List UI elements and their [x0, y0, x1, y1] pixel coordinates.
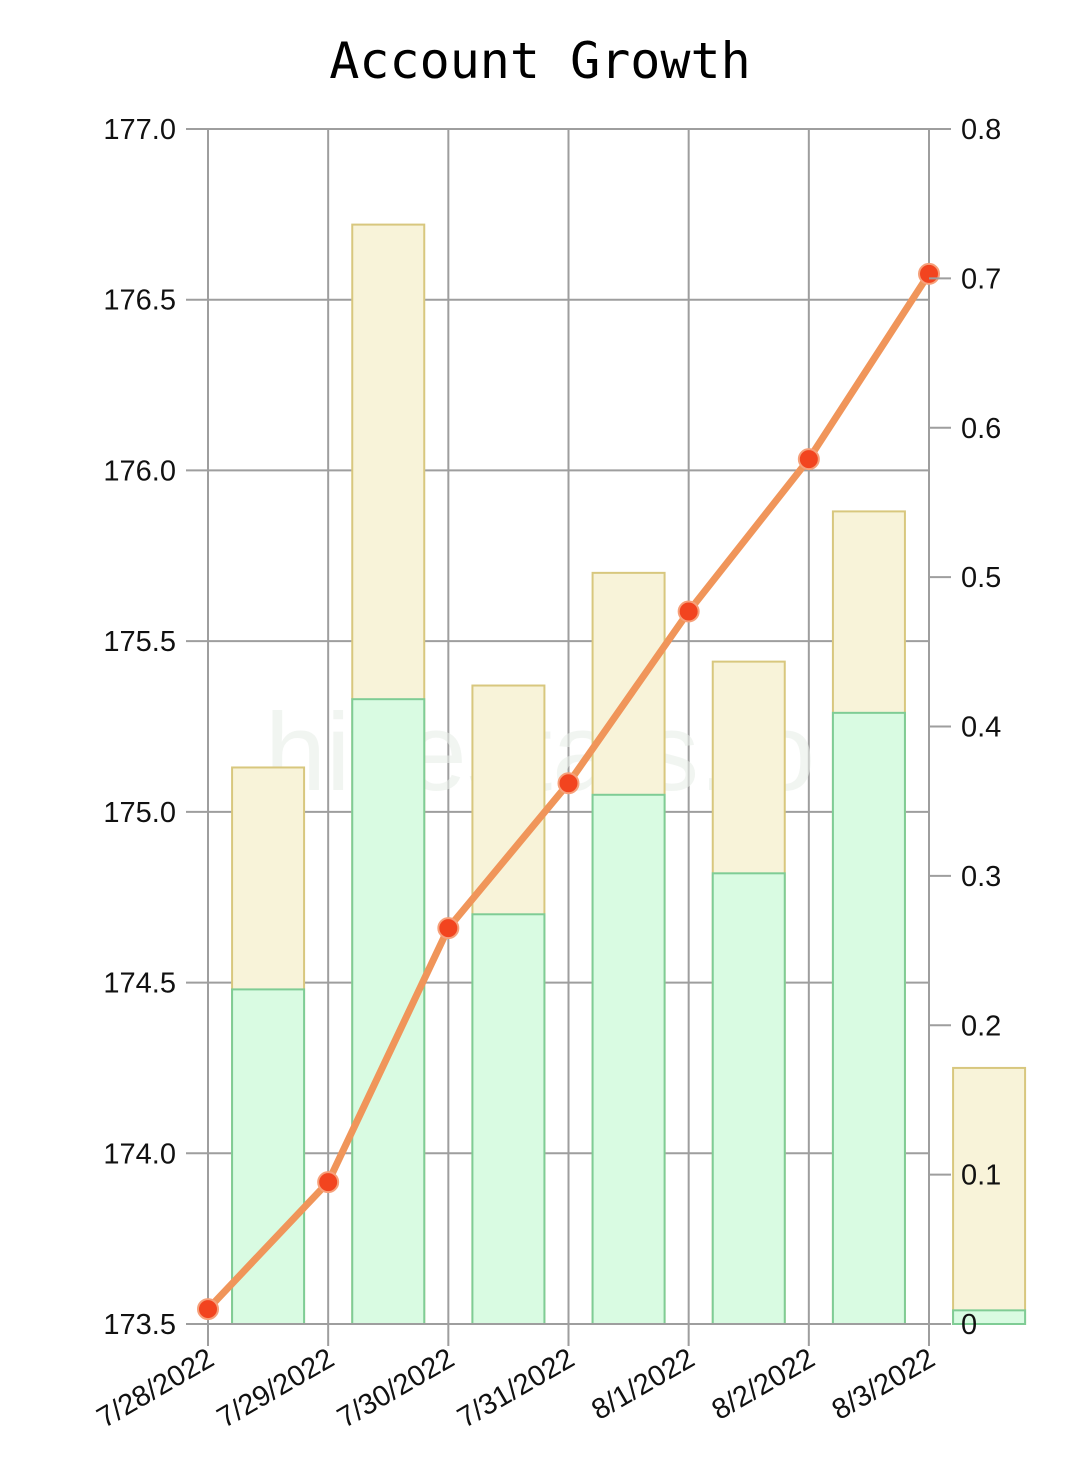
x-tick-label-4: 8/1/2022 — [586, 1342, 700, 1426]
y-left-tick-label-5: 176.0 — [103, 455, 176, 487]
y-right-tick-label-2: 0.2 — [961, 1010, 1001, 1042]
growth-point-0 — [197, 1298, 219, 1321]
bar-base-5 — [831, 711, 906, 1325]
y-right-ticks: 0 0.1 0.2 0.3 0.4 0.5 0.6 0.7 0.8 — [929, 114, 1001, 1341]
growth-point-4 — [677, 600, 700, 623]
bar-base-3 — [591, 793, 666, 1325]
growth-point-2 — [437, 917, 460, 940]
growth-line — [197, 262, 940, 1321]
y-right-tick-label-0: 0 — [961, 1309, 977, 1341]
growth-point-1 — [317, 1171, 340, 1194]
bars — [231, 223, 1027, 1326]
y-right-tick-label-5: 0.5 — [961, 562, 1001, 594]
y-left-tick-label-7: 177.0 — [103, 114, 176, 146]
y-left-tick-label-6: 176.5 — [103, 285, 176, 317]
y-right-tick-label-1: 0.1 — [961, 1160, 1001, 1192]
growth-point-3 — [557, 772, 580, 795]
y-left-tick-label-0: 173.5 — [103, 1309, 176, 1341]
x-tick-label-1: 7/29/2022 — [212, 1342, 340, 1434]
bar-base-2 — [471, 913, 546, 1325]
growth-point-5 — [797, 448, 820, 471]
bar-total-6 — [952, 1066, 1027, 1326]
x-tick-label-3: 7/31/2022 — [452, 1342, 580, 1434]
x-tick-label-5: 8/2/2022 — [707, 1342, 821, 1426]
x-tick-label-0: 7/28/2022 — [92, 1342, 220, 1434]
y-right-tick-label-4: 0.4 — [961, 712, 1001, 744]
y-left-tick-label-3: 175.0 — [103, 797, 176, 829]
growth-point-6 — [918, 262, 940, 285]
y-left-tick-label-4: 175.5 — [103, 626, 176, 658]
y-right-tick-label-8: 0.8 — [961, 114, 1001, 146]
x-tick-label-6: 8/3/2022 — [827, 1342, 941, 1426]
bar-base-6 — [952, 1309, 1027, 1326]
bar-base-4 — [711, 872, 786, 1325]
bar-base-1 — [351, 698, 426, 1325]
x-tick-label-2: 7/30/2022 — [332, 1342, 460, 1434]
y-left-tick-label-1: 174.0 — [103, 1138, 176, 1170]
y-right-tick-label-6: 0.6 — [961, 413, 1001, 445]
y-right-tick-label-7: 0.7 — [961, 263, 1001, 295]
grid — [207, 128, 930, 1346]
y-left-tick-label-2: 174.5 — [103, 968, 176, 1000]
y-right-tick-label-3: 0.3 — [961, 861, 1001, 893]
chart-title: Account Growth — [329, 32, 750, 90]
y-left-ticks: 173.5 174.0 174.5 175.0 175.5 176.0 176.5 177.0 — [103, 114, 208, 1341]
